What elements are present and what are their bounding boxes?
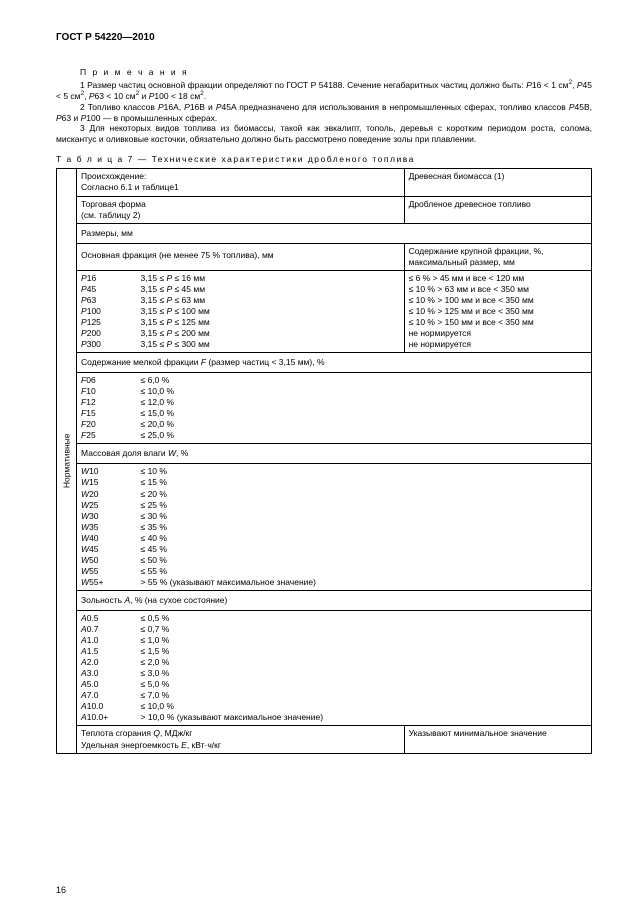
- coarse-header: Содержание крупной фракции, %,максимальн…: [404, 243, 591, 270]
- note-line: 2 Топливо классов P16A, P16B и P45A пред…: [56, 102, 592, 123]
- ash-values: ≤ 0,5 %≤ 0,7 %≤ 1,0 %≤ 1,5 %≤ 2,0 %≤ 3,0…: [137, 611, 592, 726]
- fines-values: ≤ 6,0 %≤ 10,0 %≤ 12,0 %≤ 15,0 %≤ 20,0 %≤…: [137, 373, 592, 444]
- tradeform-label: Торговая форма(см. таблицу 2): [77, 196, 405, 223]
- notes-title: П р и м е ч а н и я: [56, 67, 592, 77]
- moisture-header: Массовая доля влаги W, %: [77, 444, 592, 464]
- fines-header: Содержание мелкой фракции F (размер част…: [77, 353, 592, 373]
- size-codes: P16P45P63P100P125P200P300: [77, 270, 137, 352]
- main-fraction-header: Основная фракция (не менее 75 % топлива)…: [77, 243, 405, 270]
- heating-value: Указывают минимальное значение: [404, 726, 591, 753]
- ash-codes: A0.5A0.7A1.0A1.5A2.0A3.0A5.0A7.0A10.0A10…: [77, 611, 137, 726]
- standard-header: ГОСТ Р 54220—2010: [56, 32, 592, 43]
- origin-label: Происхождение:Согласно 6.1 и таблице1: [77, 169, 405, 196]
- size-ranges: 3,15 ≤ P ≤ 16 мм3,15 ≤ P ≤ 45 мм3,15 ≤ P…: [137, 270, 405, 352]
- moisture-values: ≤ 10 %≤ 15 %≤ 20 %≤ 25 %≤ 30 %≤ 35 %≤ 40…: [137, 464, 592, 591]
- moisture-codes: W10W15W20W25W30W35W40W45W50W55W55+: [77, 464, 137, 591]
- page-number: 16: [56, 885, 66, 895]
- ash-header: Зольность A, % (на сухое состояние): [77, 590, 592, 610]
- dimensions-header: Размеры, мм: [77, 223, 592, 243]
- table-title: Т а б л и ц а 7 — Технические характерис…: [56, 154, 592, 164]
- fines-codes: F06F10F12F15F20F25: [77, 373, 137, 444]
- heating-label: Теплота сгорания Q, МДж/кгУдельная энерг…: [77, 726, 405, 753]
- normative-label: Нормативные: [57, 169, 77, 753]
- tradeform-value: Дробленое древесное топливо: [404, 196, 591, 223]
- note-line: 3 Для некоторых видов топлива из биомасс…: [56, 123, 592, 144]
- note-line: 1 Размер частиц основной фракции определ…: [56, 79, 592, 102]
- size-coarse: ≤ 6 % > 45 мм и все < 120 мм≤ 10 % > 63 …: [404, 270, 591, 352]
- origin-value: Древесная биомасса (1): [404, 169, 591, 196]
- spec-table: Нормативные Происхождение:Согласно 6.1 и…: [56, 168, 592, 753]
